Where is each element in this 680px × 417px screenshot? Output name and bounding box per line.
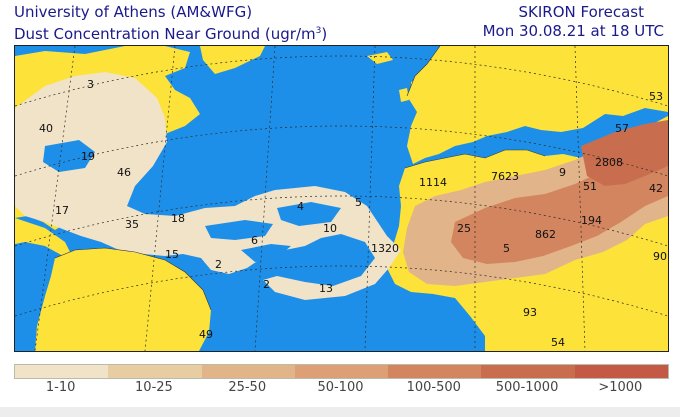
footer-rule: [0, 407, 680, 417]
land-europe: [407, 46, 668, 164]
coastlines: [54, 46, 546, 311]
map-value-label: 51: [583, 180, 597, 193]
map-value-label: 40: [39, 122, 53, 135]
legend-swatch: [388, 365, 482, 378]
graticule: [15, 46, 668, 351]
map-value-label: 18: [171, 212, 185, 225]
map-value-label: 17: [55, 204, 69, 217]
map-value-label: 4: [297, 200, 304, 213]
map-value-label: 2: [263, 278, 270, 291]
map-value-label: 15: [165, 248, 179, 261]
legend-label: 10-25: [135, 380, 173, 395]
title-valid-time: Mon 30.08.21 at 18 UTC: [482, 22, 664, 40]
map-value-label: 5: [503, 242, 510, 255]
dust-map: 3 40 19 46 17 35 18 15 2 6 2 4 5 10 13 1320 1114 7623 9 280…: [14, 45, 669, 352]
legend-swatch: [201, 365, 295, 378]
map-value-label: 10: [323, 222, 337, 235]
plume-gap-2: [241, 244, 291, 262]
land-south-america: [35, 248, 211, 351]
map-value-label: 42: [649, 182, 663, 195]
land-greenland: [200, 46, 265, 74]
legend-label: 1-10: [45, 380, 76, 395]
land-iceland: [367, 52, 393, 64]
map-value-label: 2808: [595, 156, 623, 169]
land-central-america: [15, 218, 73, 258]
legend-swatch: [574, 365, 668, 378]
map-value-label: 19: [81, 150, 95, 163]
legend-swatch: [481, 365, 575, 378]
legend-swatch: [108, 365, 202, 378]
legend-colorbar: [14, 364, 669, 379]
map-value-label: 46: [117, 166, 131, 179]
map-value-label: 25: [457, 222, 471, 235]
legend-swatch: [294, 365, 389, 378]
legend-label: 500-1000: [495, 380, 559, 395]
map-value-label: 2: [215, 258, 222, 271]
legend-swatch: [15, 365, 109, 378]
map-value-label: 53: [649, 90, 663, 103]
map-value-label: 13: [319, 282, 333, 295]
land-ireland: [399, 88, 409, 102]
plume-gap-1: [205, 220, 273, 240]
map-value-label: 1114: [419, 176, 447, 189]
map-value-label: 862: [535, 228, 556, 241]
dust-plume-western: [15, 72, 401, 300]
map-value-label: 54: [551, 336, 565, 349]
map-value-label: 1320: [371, 242, 399, 255]
map-value-label: 6: [251, 234, 258, 247]
map-value-label: 57: [615, 122, 629, 135]
map-value-label: 93: [523, 306, 537, 319]
title-product: Dust Concentration Near Ground (ugr/m3): [14, 22, 327, 43]
legend-label: 25-50: [228, 380, 267, 395]
land-british-isles: [411, 76, 429, 104]
plume-gap-3: [277, 202, 341, 226]
legend-labels: 1-10 10-25 25-50 50-100 100-500 500-1000 >1000: [14, 380, 667, 398]
title-model: SKIRON Forecast: [518, 3, 644, 21]
map-value-label: 90: [653, 250, 667, 263]
map-value-label: 9: [559, 166, 566, 179]
plume-gap-4: [43, 140, 95, 172]
map-value-label: 35: [125, 218, 139, 231]
map-value-labels: 3 40 19 46 17 35 18 15 2 6 2 4 5 10 13 1320 1114 7623 9 280…: [39, 78, 667, 349]
map-value-label: 194: [581, 214, 602, 227]
title-product-end: ): [321, 25, 328, 43]
map-value-label: 49: [199, 328, 213, 341]
title-institution: University of Athens (AM&WFG): [14, 3, 253, 21]
map-value-label: 7623: [491, 170, 519, 183]
legend-label: 50-100: [317, 380, 364, 395]
map-value-label: 5: [355, 196, 362, 209]
title-product-sup: 3: [315, 26, 322, 36]
map-canvas: 3 40 19 46 17 35 18 15 2 6 2 4 5 10 13 1320 1114 7623 9 280…: [15, 46, 668, 351]
legend-label: >1000: [598, 380, 643, 395]
title-product-text: Dust Concentration Near Ground (ugr/m: [14, 25, 316, 43]
map-value-label: 3: [87, 78, 94, 91]
legend-label: 100-500: [406, 380, 461, 395]
